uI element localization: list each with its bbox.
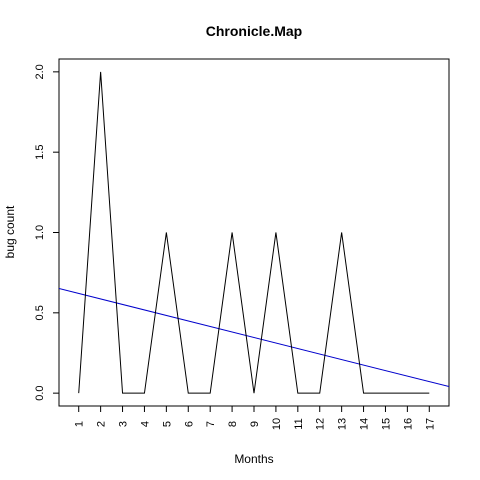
x-tick-label: 7 — [205, 421, 217, 427]
x-tick-label: 10 — [271, 418, 283, 430]
series-layer — [78, 71, 430, 394]
y-tick-label: 0.5 — [34, 305, 46, 320]
x-tick-label: 9 — [249, 421, 261, 427]
y-tick-label: 1.5 — [34, 145, 46, 160]
x-tick-label: 8 — [227, 421, 239, 427]
chart-title: Chronicle.Map — [206, 23, 302, 39]
x-tick-label: 16 — [402, 418, 414, 430]
x-tick-label: 14 — [359, 418, 371, 430]
x-tick-label: 2 — [96, 421, 108, 427]
x-tick-label: 4 — [139, 421, 151, 427]
x-axis-label: Months — [234, 452, 273, 466]
x-tick-label: 1 — [74, 421, 86, 427]
x-tick-label: 15 — [380, 418, 392, 430]
x-tick-label: 5 — [161, 421, 173, 427]
x-tick-label: 3 — [118, 421, 130, 427]
y-tick-label: 0.0 — [34, 385, 46, 400]
y-axis-label: bug count — [3, 205, 17, 258]
x-tick-label: 11 — [293, 418, 305, 429]
y-tick-label: 1.0 — [34, 225, 46, 240]
x-tick-label: 17 — [424, 418, 436, 430]
plot-frame — [58, 58, 450, 407]
trend-layer — [59, 287, 449, 388]
x-tick-label: 6 — [183, 421, 195, 427]
trend-line — [59, 287, 449, 388]
series-line — [78, 71, 430, 394]
y-axis: 0.0 0.5 1.0 1.5 2.0 — [34, 64, 59, 401]
y-tick-label: 2.0 — [34, 64, 46, 79]
x-axis: 1 2 3 4 5 6 7 8 9 10 11 12 13 14 15 16 17 — [74, 406, 436, 430]
x-tick-label: 13 — [337, 418, 349, 430]
x-tick-label: 12 — [315, 418, 327, 430]
